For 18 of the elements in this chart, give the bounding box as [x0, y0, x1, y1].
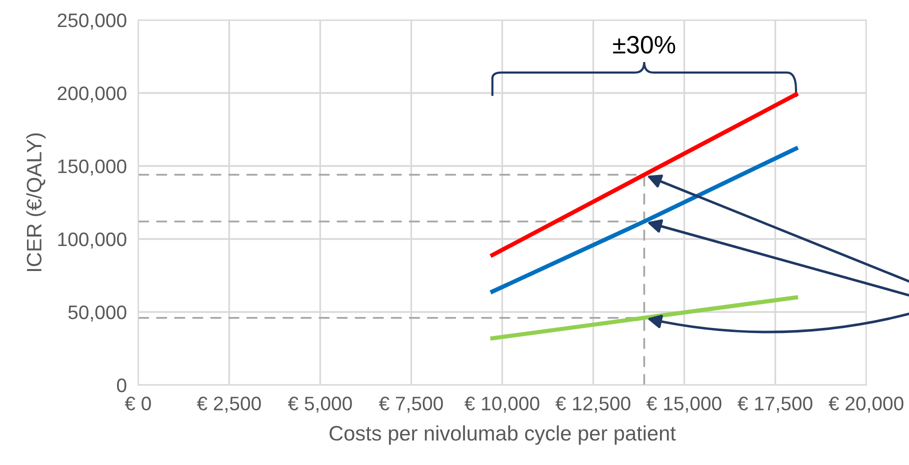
- x-tick-label: € 5,000: [288, 396, 352, 413]
- x-tick-label: € 0: [124, 396, 151, 410]
- x-tick-label: € 2,500: [196, 396, 261, 413]
- y-tick-label: 100,000: [58, 232, 126, 249]
- annotation: ±30%: [613, 36, 676, 54]
- x-tick-label: € 10,000: [464, 396, 540, 413]
- y-tick-label: 200,000: [58, 86, 126, 103]
- y-tick-label: 250,000: [58, 13, 126, 30]
- x-tick-label: € 12,500: [556, 396, 630, 413]
- x-tick-label: € 15,000: [646, 396, 722, 413]
- y-tick-label: 0: [117, 378, 126, 392]
- y-tick-label: 150,000: [58, 159, 126, 176]
- x-tick-label: € 20,000: [828, 396, 904, 413]
- y-tick-label: 50,000: [68, 305, 126, 322]
- x-tick-label: € 17,500: [738, 396, 812, 413]
- x-axis-title: Costs per nivolumab cycle per patient: [330, 425, 676, 445]
- y-axis-title: ICER (€/QALY): [26, 133, 46, 272]
- x-tick-label: € 7,500: [378, 396, 443, 413]
